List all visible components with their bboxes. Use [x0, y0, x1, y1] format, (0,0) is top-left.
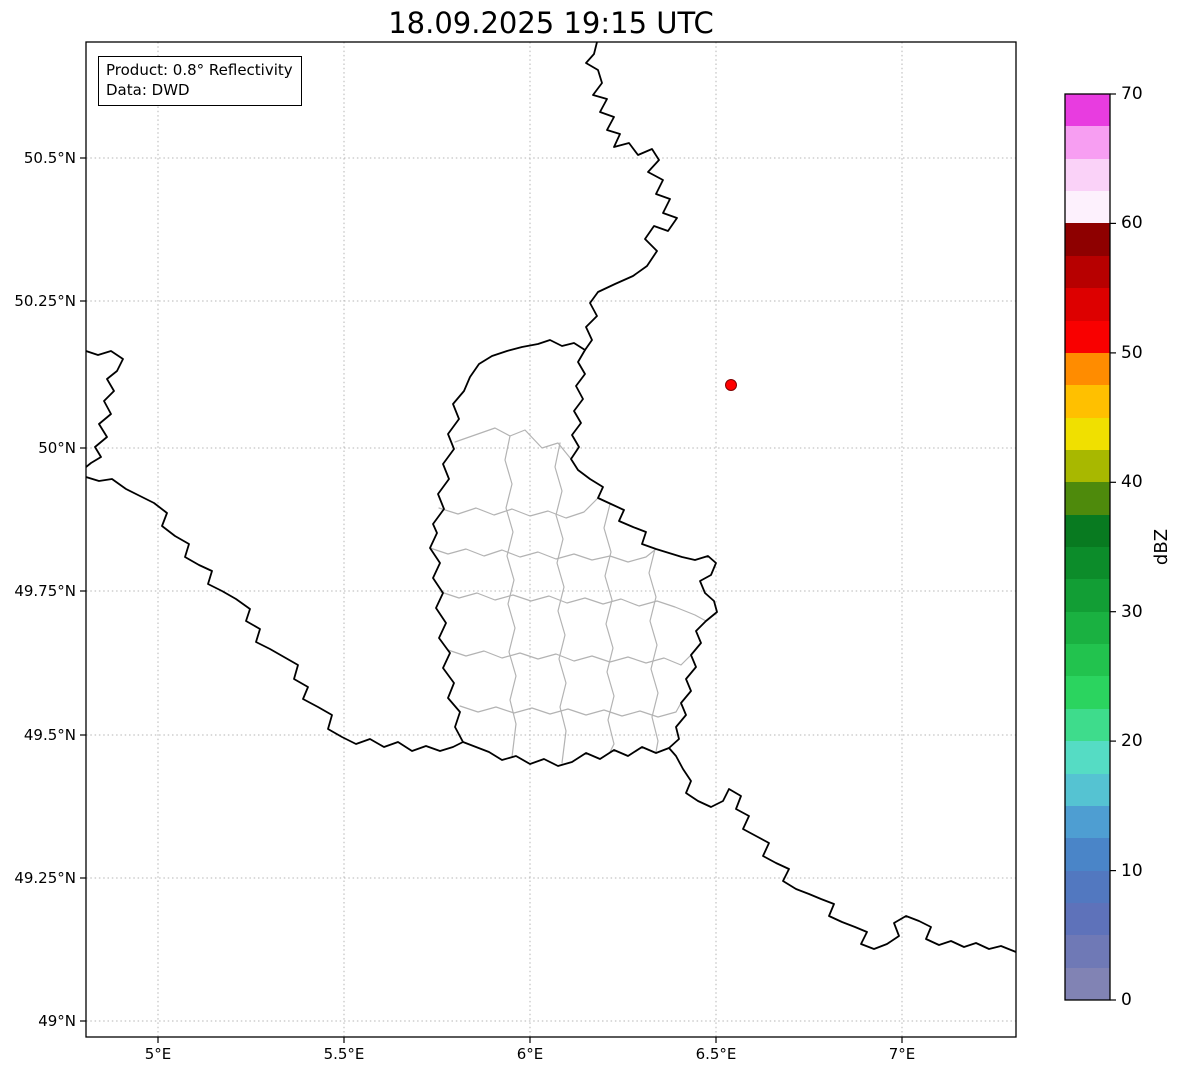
colorbar-segment — [1065, 935, 1110, 968]
colorbar-tick-label: 10 — [1121, 861, 1143, 881]
colorbar-segment — [1065, 94, 1110, 127]
border-luxembourg — [429, 339, 718, 767]
colorbar-segment — [1065, 288, 1110, 321]
x-tick-label: 6°E — [516, 1045, 544, 1063]
gridlines — [86, 42, 1016, 1037]
y-tick-label: 50.5°N — [23, 149, 76, 167]
colorbar-segment — [1065, 223, 1110, 256]
colorbar-segment — [1065, 967, 1110, 1001]
colorbar-segment — [1065, 644, 1110, 677]
figure-title: 18.09.2025 19:15 UTC — [388, 6, 714, 40]
colorbar-tick-label: 0 — [1121, 990, 1132, 1010]
colorbar-ticks — [1110, 93, 1116, 1001]
colorbar-tick-label: 20 — [1121, 731, 1143, 751]
colorbar-segment — [1065, 191, 1110, 224]
colorbar-segment — [1065, 902, 1110, 936]
colorbar-segment — [1065, 708, 1110, 742]
x-tick-label: 5.5°E — [323, 1045, 365, 1063]
y-tick-label: 49°N — [38, 1012, 76, 1030]
colorbar-segment — [1065, 255, 1110, 289]
product-label: Product: 0.8° Reflectivity — [106, 61, 293, 79]
colorbar-segment — [1065, 385, 1110, 418]
colorbar-tick-label: 70 — [1121, 84, 1143, 104]
axis-ticks — [80, 157, 903, 1043]
colorbar-segment — [1065, 126, 1110, 159]
colorbar-segment — [1065, 870, 1110, 903]
border-france-germany — [668, 747, 1016, 953]
x-tick-label: 6.5°E — [695, 1045, 737, 1063]
colorbar-tick-label: 30 — [1121, 602, 1143, 622]
border-france-belgium — [86, 476, 464, 752]
colorbar-segment — [1065, 741, 1110, 774]
colorbar-tick-label: 40 — [1121, 472, 1143, 492]
country-borders — [86, 42, 1016, 953]
y-tick-label: 49.5°N — [23, 726, 76, 744]
colorbar-segment — [1065, 579, 1110, 612]
colorbar-segment — [1065, 417, 1110, 450]
product-info-box: Product: 0.8° Reflectivity Data: DWD — [98, 56, 302, 106]
y-tick-label: 49.25°N — [14, 869, 76, 887]
y-tick-label: 49.75°N — [14, 582, 76, 600]
y-tick-label: 50.25°N — [14, 292, 76, 310]
y-tick-label: 50°N — [38, 439, 76, 457]
x-tick-label: 5°E — [144, 1045, 172, 1063]
border-fragment-west — [86, 350, 124, 468]
colorbar-segment — [1065, 320, 1110, 353]
canton-borders — [429, 427, 707, 764]
border-belgium-germany — [584, 42, 678, 351]
colorbar-segment — [1065, 676, 1110, 709]
x-tick-label: 7°E — [888, 1045, 916, 1063]
colorbar-segment — [1065, 838, 1110, 871]
colorbar-segment — [1065, 773, 1110, 806]
colorbar-segment — [1065, 547, 1110, 580]
colorbar-segment — [1065, 514, 1110, 548]
colorbar-tick-label: 50 — [1121, 343, 1143, 363]
colorbar-gradient — [1065, 94, 1110, 1001]
colorbar-segment — [1065, 611, 1110, 645]
colorbar-segment — [1065, 449, 1110, 483]
colorbar-segment — [1065, 482, 1110, 515]
colorbar-segment — [1065, 805, 1110, 839]
radar-marker — [725, 379, 737, 391]
data-source-label: Data: DWD — [106, 80, 190, 99]
colorbar-segment — [1065, 158, 1110, 192]
colorbar-axis-label: dBZ — [1151, 528, 1172, 566]
colorbar-segment — [1065, 352, 1110, 386]
colorbar-tick-label: 60 — [1121, 213, 1143, 233]
plot-frame — [85, 41, 1017, 1038]
